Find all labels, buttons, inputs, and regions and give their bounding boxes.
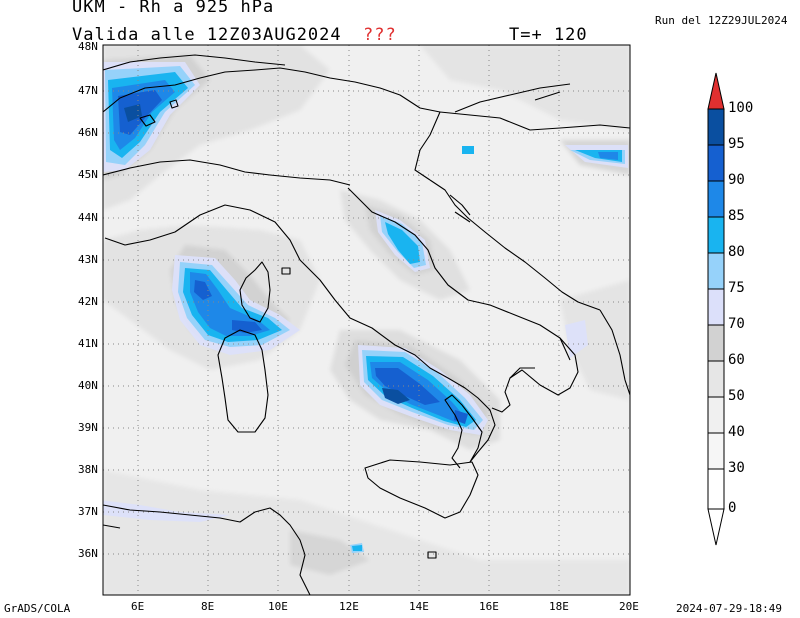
humidity-field (103, 45, 630, 595)
lon-label: 16E (479, 600, 499, 613)
colorbar-label: 0 (728, 500, 737, 516)
lat-label: 37N (78, 505, 98, 518)
colorbar-c40 (707, 396, 725, 434)
lead-time: T=+ 120 (509, 25, 588, 45)
map-title: UKM - Rh a 925 hPa (72, 0, 275, 17)
colorbar-c60 (707, 324, 725, 362)
lon-label: 6E (131, 600, 145, 613)
colorbar-label: 50 (728, 388, 745, 404)
lat-label: 39N (78, 421, 98, 434)
colorbar-c85 (707, 180, 725, 218)
lat-label: 46N (78, 126, 98, 139)
colorbar-c30 (707, 432, 725, 470)
lon-label: 20E (619, 600, 639, 613)
lat-label: 45N (78, 168, 98, 181)
colorbar-c90 (707, 144, 725, 182)
lat-label: 44N (78, 211, 98, 224)
graticule (103, 45, 630, 595)
colorbar-label: 80 (728, 244, 745, 260)
lat-label: 36N (78, 547, 98, 560)
flag-text: ??? (363, 25, 397, 45)
colorbar-label: 30 (728, 460, 745, 476)
footer-credit: GrADS/COLA (4, 602, 71, 615)
colorbar-c70 (707, 288, 725, 326)
lat-label: 48N (78, 40, 98, 53)
colorbar-c95 (707, 108, 725, 146)
colorbar-label: 100 (728, 100, 754, 116)
lat-label: 47N (78, 84, 98, 97)
colorbar-c80 (707, 216, 725, 254)
lat-label: 38N (78, 463, 98, 476)
lat-label: 41N (78, 337, 98, 350)
colorbar-label: 75 (728, 280, 745, 296)
colorbar-label: 40 (728, 424, 745, 440)
colorbar-label: 60 (728, 352, 745, 368)
colorbar-c75 (707, 252, 725, 290)
colorbar-over-triangle (707, 72, 725, 110)
valid-time: Valida alle 12Z03AUG2024 (72, 25, 342, 45)
colorbar-c0 (707, 468, 725, 510)
colorbar-c50 (707, 360, 725, 398)
lat-label: 40N (78, 379, 98, 392)
lat-label: 42N (78, 295, 98, 308)
colorbar-label: 95 (728, 136, 745, 152)
footer-timestamp: 2024-07-29-18:49 (676, 602, 782, 615)
colorbar (707, 72, 725, 546)
lon-label: 12E (339, 600, 359, 613)
colorbar-under-triangle (707, 508, 725, 546)
lon-label: 8E (201, 600, 215, 613)
lat-label: 43N (78, 253, 98, 266)
colorbar-label: 85 (728, 208, 745, 224)
map-frame (102, 44, 631, 596)
lon-label: 10E (268, 600, 288, 613)
run-time: Run del 12Z29JUL2024 (655, 14, 788, 27)
colorbar-label: 70 (728, 316, 745, 332)
colorbar-label: 90 (728, 172, 745, 188)
lon-label: 14E (409, 600, 429, 613)
lon-label: 18E (549, 600, 569, 613)
coastlines (103, 54, 630, 595)
